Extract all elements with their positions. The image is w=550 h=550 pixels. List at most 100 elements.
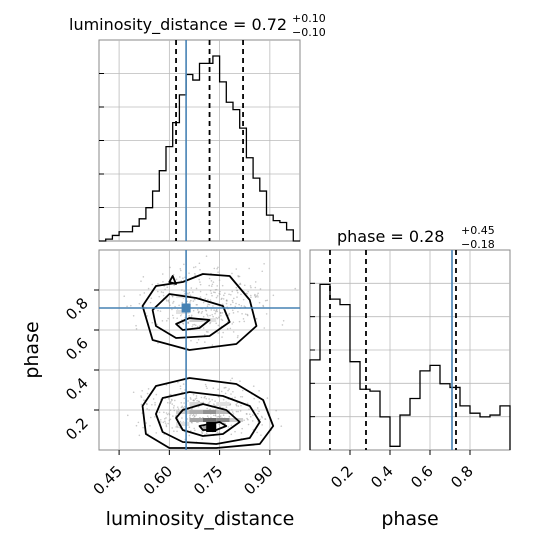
scatter-point (175, 278, 178, 281)
scatter-point (193, 272, 196, 275)
joint-density-panel (98, 249, 301, 451)
scatter-point (212, 315, 214, 318)
scatter-point (245, 292, 248, 295)
scatter-point (196, 399, 198, 402)
scatter-point (189, 294, 192, 297)
scatter-point (209, 322, 211, 325)
scatter-point (208, 303, 211, 306)
scatter-point (169, 402, 172, 404)
scatter-point (190, 299, 192, 302)
scatter-point (183, 290, 186, 292)
scatter-point (231, 323, 234, 325)
scatter-point (259, 288, 262, 290)
scatter-point (199, 268, 201, 271)
scatter-point (215, 296, 218, 299)
scatter-point (238, 275, 241, 278)
scatter-point (208, 402, 210, 404)
scatter-point (149, 301, 152, 304)
scatter-point (239, 380, 241, 382)
scatter-point (198, 278, 200, 281)
x-tick-label-luminosity-distance: 0.60 (140, 462, 176, 498)
scatter-point (180, 401, 183, 404)
scatter-point (282, 319, 285, 322)
scatter-point (213, 309, 215, 312)
scatter-point (191, 291, 194, 293)
scatter-point (200, 312, 203, 314)
scatter-point (218, 279, 221, 281)
scatter-point (253, 397, 255, 400)
scatter-point (190, 314, 193, 317)
scatter-point (188, 272, 190, 274)
scatter-point (217, 388, 219, 391)
scatter-point (215, 322, 218, 325)
scatter-point (145, 422, 147, 424)
scatter-point (188, 426, 191, 428)
scatter-point (232, 312, 235, 314)
scatter-point (154, 416, 156, 418)
scatter-point (264, 299, 267, 302)
scatter-point (195, 303, 198, 306)
scatter-point (257, 296, 259, 298)
scatter-point (162, 280, 164, 283)
scatter-point (158, 295, 161, 298)
scatter-point (254, 281, 257, 283)
scatter-point (216, 295, 219, 297)
scatter-point (182, 406, 184, 409)
scatter-point (212, 305, 214, 307)
y-axis-title-phase: phase (21, 321, 43, 378)
scatter-point (167, 299, 170, 301)
scatter-point (236, 336, 239, 339)
scatter-point (157, 342, 159, 344)
scatter-point (264, 418, 267, 420)
y-tick-label-phase: 0.4 (62, 374, 92, 404)
scatter-point (232, 321, 235, 324)
scatter-point (162, 294, 165, 297)
luminosity-distance-histogram-panel: luminosity_distance = 0.72 +0.10 −0.10 (69, 12, 326, 242)
scatter-point (225, 302, 228, 305)
scatter-point (262, 304, 264, 307)
scatter-point (277, 417, 280, 420)
scatter-point (180, 406, 183, 409)
scatter-point (160, 291, 163, 293)
scatter-point (191, 421, 193, 424)
scatter-point (235, 302, 237, 305)
scatter-point (211, 294, 213, 297)
scatter-point (140, 396, 143, 399)
scatter-point (187, 400, 189, 402)
scatter-point (135, 328, 138, 330)
scatter-point (227, 426, 230, 428)
scatter-point (212, 387, 215, 389)
scatter-point (173, 405, 175, 407)
scatter-point (215, 288, 218, 291)
scatter-point (192, 414, 194, 417)
scatter-point (163, 411, 165, 414)
scatter-point (230, 424, 233, 427)
density-cell (202, 410, 217, 414)
scatter-point (220, 390, 223, 393)
scatter-point (221, 303, 224, 306)
scatter-point (189, 430, 192, 432)
scatter-point (266, 299, 269, 302)
scatter-point (231, 409, 233, 411)
scatter-point (219, 293, 221, 295)
scatter-point (192, 309, 195, 312)
scatter-point (147, 287, 150, 290)
scatter-point (211, 283, 214, 286)
scatter-point (179, 268, 182, 270)
scatter-point (171, 308, 173, 311)
scatter-point (221, 284, 224, 287)
scatter-point (178, 304, 180, 307)
scatter-point (217, 266, 219, 269)
scatter-point (237, 274, 239, 277)
scatter-point (169, 418, 172, 421)
scatter-point (192, 300, 195, 302)
scatter-point (248, 267, 250, 270)
scatter-point (213, 404, 216, 407)
scatter-point (191, 325, 194, 328)
scatter-point (212, 414, 215, 417)
scatter-point (205, 432, 208, 434)
scatter-point (258, 401, 261, 403)
scatter-point (151, 403, 153, 406)
scatter-point (183, 405, 186, 408)
density-cell (176, 422, 190, 426)
